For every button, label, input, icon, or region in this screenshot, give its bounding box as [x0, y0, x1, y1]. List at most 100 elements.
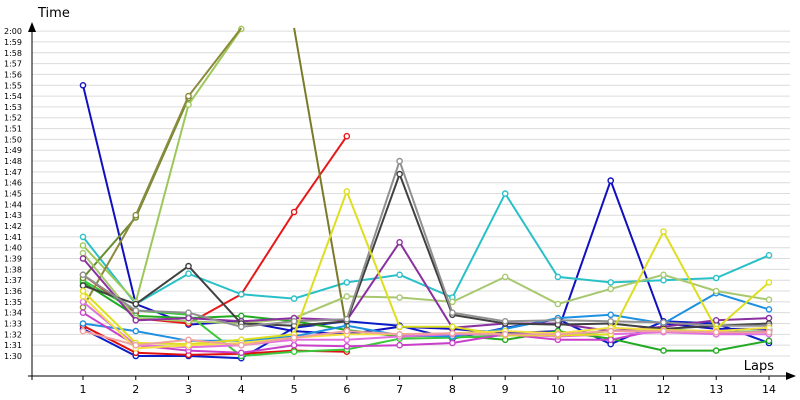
data-point [554, 316, 562, 324]
data-point [396, 170, 403, 178]
data-point [79, 242, 87, 249]
data-point [396, 330, 403, 338]
data-point [449, 298, 456, 306]
series-line [79, 170, 773, 333]
data-point [449, 309, 456, 317]
data-point [185, 336, 192, 344]
x-tick-label: 4 [238, 383, 245, 396]
series-group [79, 25, 773, 362]
data-point [396, 271, 403, 279]
data-point [290, 295, 298, 302]
x-tick-label: 12 [656, 383, 670, 396]
data-point [765, 296, 773, 304]
y-tick-label: 1:52 [4, 114, 22, 123]
data-point [396, 323, 403, 331]
data-point [79, 320, 87, 327]
x-tick-label: 2 [132, 383, 139, 396]
data-point [396, 238, 403, 246]
y-tick-label: 1:50 [4, 135, 22, 144]
data-point [501, 317, 509, 325]
y-tick-label: 1:48 [4, 157, 22, 166]
series-line [79, 157, 773, 331]
series-line [79, 327, 773, 349]
data-point [343, 342, 351, 350]
series-path [82, 188, 770, 346]
y-tick-label: 1:42 [4, 222, 22, 231]
data-point [607, 279, 615, 286]
data-point [607, 311, 615, 319]
data-point [79, 249, 87, 257]
series-line [79, 27, 243, 311]
data-point [765, 337, 773, 345]
data-point [132, 307, 140, 314]
y-tick-label: 1:59 [4, 38, 22, 47]
data-point [79, 309, 87, 317]
grid-lines [32, 30, 790, 357]
data-point [712, 274, 720, 282]
data-point [185, 314, 192, 322]
y-tick-label: 1:45 [4, 190, 22, 199]
x-tick-label: 5 [291, 383, 298, 396]
data-point [607, 317, 615, 325]
data-point [237, 290, 245, 298]
x-tick-label: 7 [396, 383, 403, 396]
data-point [132, 327, 140, 335]
data-point [554, 273, 562, 281]
data-point [343, 293, 351, 300]
data-point [660, 347, 667, 354]
data-point [765, 251, 773, 259]
data-point [290, 208, 298, 216]
data-point [132, 341, 140, 349]
data-point [185, 101, 192, 108]
data-point [79, 271, 87, 279]
series-path [82, 27, 243, 308]
data-point [290, 348, 298, 356]
data-point [290, 334, 298, 341]
data-point [765, 328, 773, 336]
data-point [79, 282, 87, 289]
data-point [712, 328, 720, 336]
data-point [501, 190, 509, 197]
x-tick-label: 11 [604, 383, 618, 396]
series-line [79, 94, 192, 282]
data-point [237, 341, 245, 349]
data-point [660, 327, 667, 335]
y-tick-label: 1:57 [4, 60, 22, 69]
y-tick-label: 1:32 [4, 330, 22, 339]
y-tick-label: 1:53 [4, 103, 22, 112]
series-line [79, 190, 773, 308]
y-axis-arrow [28, 22, 36, 32]
y-tick-label: 1:33 [4, 320, 22, 329]
data-point [343, 327, 351, 335]
data-point [185, 92, 192, 100]
data-point [237, 323, 245, 331]
data-point [660, 228, 667, 235]
y-tick-label: 1:44 [4, 200, 22, 209]
data-point [237, 349, 245, 357]
data-point [79, 233, 87, 241]
data-point [343, 132, 351, 140]
data-point [79, 298, 87, 306]
series-path [82, 85, 769, 336]
series-path [82, 158, 769, 328]
data-point [290, 317, 298, 325]
data-point [501, 330, 509, 338]
data-point [79, 293, 87, 300]
series-path [293, 27, 348, 331]
y-tick-label: 1:41 [4, 233, 22, 242]
data-point [396, 294, 403, 301]
x-tick-labels: 1 2 3 4 5 6 7 8 9 10 11 12 13 14 [80, 376, 776, 396]
data-point [237, 312, 245, 320]
data-point [449, 323, 456, 331]
data-point [185, 262, 192, 270]
series-line [79, 25, 245, 306]
series-path [82, 301, 769, 349]
series-line [293, 27, 351, 334]
data-point [132, 316, 140, 324]
data-point [765, 314, 773, 322]
data-point [343, 315, 351, 323]
x-axis-title: Laps [744, 359, 774, 374]
series-path [82, 330, 769, 347]
series-path [82, 97, 190, 279]
